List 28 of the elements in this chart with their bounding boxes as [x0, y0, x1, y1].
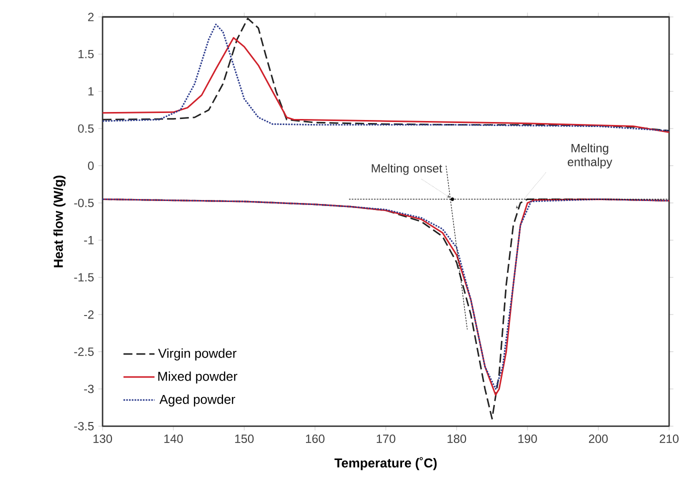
- y-tick-label: -3: [84, 384, 94, 394]
- y-tick-label: -2.5: [74, 348, 94, 356]
- annotation: Melting onset: [372, 164, 442, 175]
- y-tick-label: 0: [88, 162, 94, 170]
- x-tick-label: 150: [235, 434, 254, 444]
- y-tick-label: -0.5: [74, 198, 94, 208]
- x-tick-label: 130: [94, 434, 112, 444]
- y-tick-label: -1: [84, 236, 94, 244]
- x-tick-label: 210: [660, 434, 679, 444]
- x-tick-label: 160: [306, 434, 324, 444]
- x-tick-label: 190: [518, 434, 537, 444]
- y-tick-label: -2: [84, 310, 94, 319]
- y-axis-title: Heat flow (W/g): [53, 176, 66, 268]
- legend-label: Mixed powder: [158, 372, 238, 384]
- y-tick-label: -1.5: [74, 273, 94, 282]
- x-tick-label: 140: [164, 434, 183, 444]
- y-tick-label: 1: [88, 87, 94, 96]
- y-tick-label: 1.5: [78, 50, 94, 58]
- annotation: Melting enthalpy: [568, 144, 612, 169]
- y-tick-label: -3.5: [74, 422, 94, 430]
- legend-label: Aged powder: [159, 394, 236, 407]
- x-tick-label: 200: [588, 434, 608, 444]
- legend-label: Virgin powder: [158, 348, 236, 361]
- y-tick-label: 0.5: [78, 124, 94, 133]
- y-tick-label: 2: [88, 12, 94, 22]
- x-tick-label: 180: [448, 434, 466, 444]
- x-tick-label: 170: [376, 434, 396, 444]
- x-axis-title: Temperature (˚C): [334, 457, 437, 470]
